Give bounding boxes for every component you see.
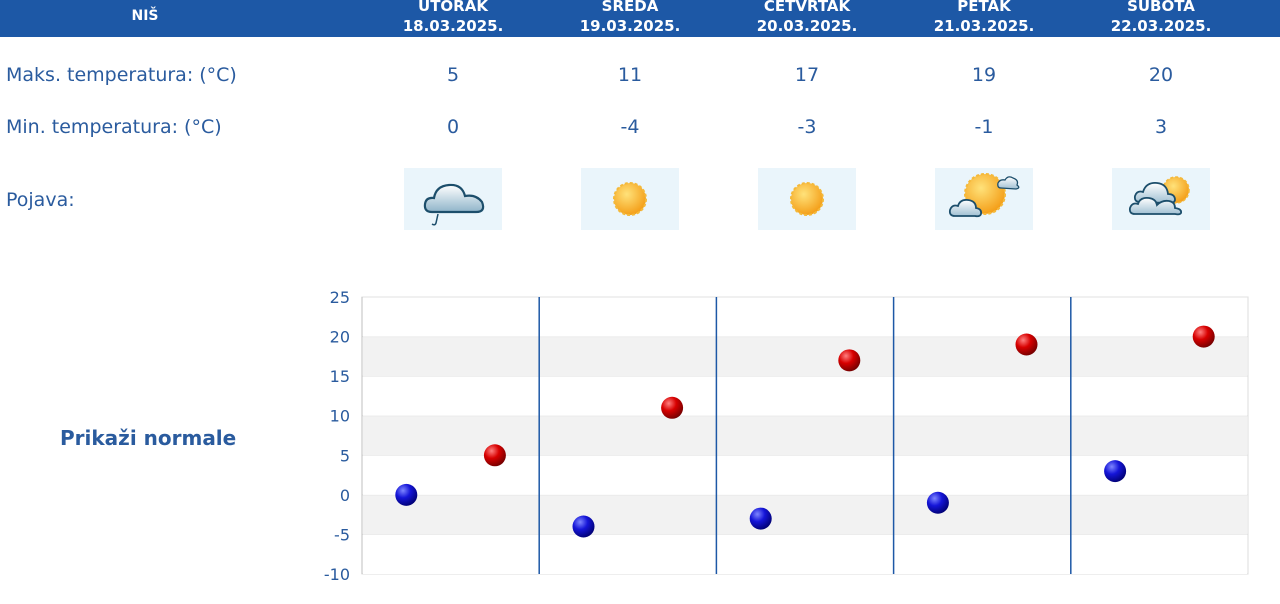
sun-cloud-icon [935, 168, 1033, 230]
min-temp-point[interactable] [572, 515, 595, 538]
max-temp-point[interactable] [838, 349, 861, 372]
y-tick-label: 25 [330, 288, 350, 307]
min-temp-point[interactable] [395, 483, 418, 506]
grid-band [363, 376, 1247, 416]
day-header-5: SUBOTA 22.03.2025. [1091, 0, 1231, 36]
min-temp-label: Min. temperatura: (°C) [6, 116, 222, 138]
grid-band [363, 455, 1247, 495]
grid-band [363, 494, 1247, 535]
day-header-4: PETAK 21.03.2025. [914, 0, 1054, 36]
grid-band [363, 336, 1247, 377]
cloud-sun-icon [1112, 168, 1210, 230]
min-temp-point[interactable] [1104, 460, 1127, 483]
y-tick-label: -10 [324, 565, 350, 584]
y-tick-label: -5 [334, 525, 350, 544]
day-name: SUBOTA [1127, 0, 1195, 15]
y-tick-label: 15 [330, 367, 350, 386]
grid-band [363, 297, 1247, 337]
day-date: 19.03.2025. [579, 17, 681, 35]
day-dividers [538, 297, 1072, 574]
max-temp-point[interactable] [1015, 333, 1038, 356]
rain-cloud-icon [404, 168, 502, 230]
min-temp-value: 3 [1154, 116, 1168, 138]
grid-band [363, 534, 1247, 574]
max-temp-value: 20 [1148, 64, 1174, 86]
day-header-3: ČETVRTAK 20.03.2025. [737, 0, 877, 36]
max-temp-point[interactable] [483, 444, 506, 467]
data-points [395, 325, 1215, 538]
day-name: UTORAK [418, 0, 488, 15]
sun-icon [758, 168, 856, 230]
grid-band [363, 415, 1247, 456]
day-name: ČETVRTAK [763, 0, 851, 15]
min-temp-point[interactable] [749, 507, 772, 530]
y-tick-label: 10 [330, 407, 350, 426]
max-temp-value: 17 [794, 64, 820, 86]
min-temp-value: 0 [446, 116, 460, 138]
max-temp-value: 5 [446, 64, 460, 86]
temperature-chart: 25 20 15 10 5 0 -5 -10 [324, 288, 1249, 584]
show-normals-link[interactable]: Prikaži normale [60, 426, 237, 450]
min-temp-value: -1 [974, 116, 994, 138]
max-temp-value: 19 [971, 64, 997, 86]
min-temp-value: -3 [797, 116, 817, 138]
day-header-2: SREDA 19.03.2025. [560, 0, 700, 36]
grid-bands [361, 296, 1249, 575]
min-temp-point[interactable] [926, 491, 949, 514]
day-date: 18.03.2025. [402, 17, 504, 35]
day-name: PETAK [957, 0, 1011, 15]
y-axis-ticks: 25 20 15 10 5 0 -5 -10 [324, 288, 350, 584]
min-temp-value: -4 [620, 116, 640, 138]
y-tick-label: 20 [330, 328, 350, 347]
max-temp-label: Maks. temperatura: (°C) [6, 64, 237, 86]
max-temp-point[interactable] [1192, 325, 1215, 348]
day-date: 21.03.2025. [933, 17, 1035, 35]
day-date: 22.03.2025. [1110, 17, 1212, 35]
max-temp-point[interactable] [661, 396, 684, 419]
max-temp-value: 11 [617, 64, 643, 86]
city-name: NIŠ [131, 8, 159, 24]
forecast-header: NIŠ UTORAK 18.03.2025. SREDA 19.03.2025.… [0, 0, 1280, 37]
sun-icon [581, 168, 679, 230]
y-tick-label: 5 [340, 446, 350, 465]
day-date: 20.03.2025. [756, 17, 858, 35]
phenomenon-label: Pojava: [6, 189, 75, 211]
y-tick-label: 0 [340, 486, 350, 505]
day-name: SREDA [601, 0, 659, 15]
day-header-1: UTORAK 18.03.2025. [383, 0, 523, 36]
